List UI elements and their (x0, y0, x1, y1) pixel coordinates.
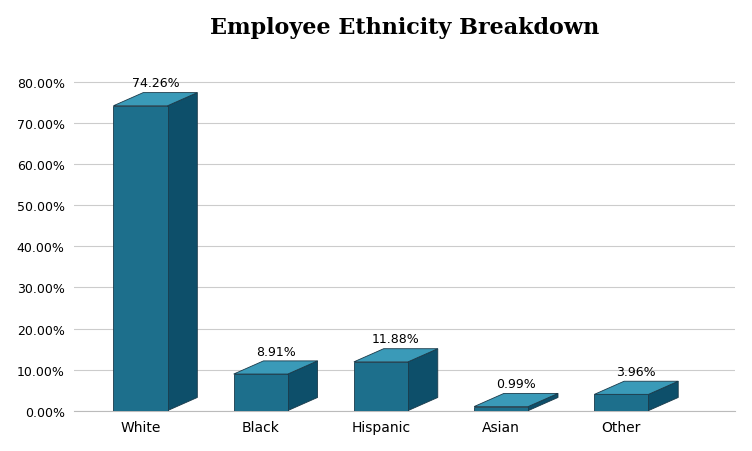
Title: Employee Ethnicity Breakdown: Employee Ethnicity Breakdown (211, 17, 599, 39)
Polygon shape (234, 361, 317, 374)
Text: 74.26%: 74.26% (132, 77, 179, 90)
Text: 8.91%: 8.91% (256, 345, 296, 358)
Polygon shape (114, 93, 197, 106)
Polygon shape (114, 106, 168, 411)
Polygon shape (408, 349, 438, 411)
Polygon shape (594, 395, 648, 411)
Text: 11.88%: 11.88% (372, 333, 420, 345)
Polygon shape (475, 394, 558, 407)
Polygon shape (594, 382, 678, 395)
Polygon shape (234, 374, 288, 411)
Polygon shape (168, 93, 197, 411)
Polygon shape (354, 349, 438, 362)
Polygon shape (648, 382, 678, 411)
Polygon shape (475, 407, 528, 411)
Text: 0.99%: 0.99% (496, 377, 536, 390)
Text: 3.96%: 3.96% (617, 365, 656, 378)
Polygon shape (528, 394, 558, 411)
Polygon shape (354, 362, 408, 411)
Polygon shape (288, 361, 317, 411)
